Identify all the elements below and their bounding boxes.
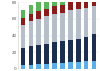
Bar [76,62,80,69]
Bar [68,1,73,10]
Bar [36,19,41,45]
Bar [21,48,25,65]
Bar [92,60,96,69]
Bar [44,0,49,9]
Bar [44,44,49,64]
Bar [44,9,49,16]
Bar [28,65,33,69]
Bar [92,0,96,6]
Bar [52,14,57,42]
Bar [68,40,73,62]
Bar [68,62,73,69]
Bar [28,5,33,14]
Bar [52,42,57,63]
Bar [21,65,25,69]
Bar [92,34,96,60]
Bar [44,64,49,69]
Bar [68,10,73,40]
Bar [52,63,57,69]
Bar [84,37,88,61]
Bar [36,64,41,69]
Bar [60,5,65,13]
Bar [84,8,88,37]
Bar [36,11,41,19]
Bar [36,45,41,64]
Bar [36,1,41,11]
Bar [28,14,33,21]
Bar [84,0,88,8]
Bar [76,9,80,39]
Bar [52,6,57,14]
Bar [76,0,80,9]
Bar [28,21,33,46]
Bar [21,10,25,18]
Bar [68,0,73,1]
Bar [21,18,25,25]
Bar [76,39,80,62]
Bar [21,25,25,48]
Bar [60,41,65,63]
Bar [52,0,57,6]
Bar [60,13,65,41]
Bar [60,63,65,69]
Bar [84,61,88,69]
Bar [28,46,33,65]
Bar [60,0,65,5]
Bar [92,6,96,34]
Bar [44,16,49,44]
